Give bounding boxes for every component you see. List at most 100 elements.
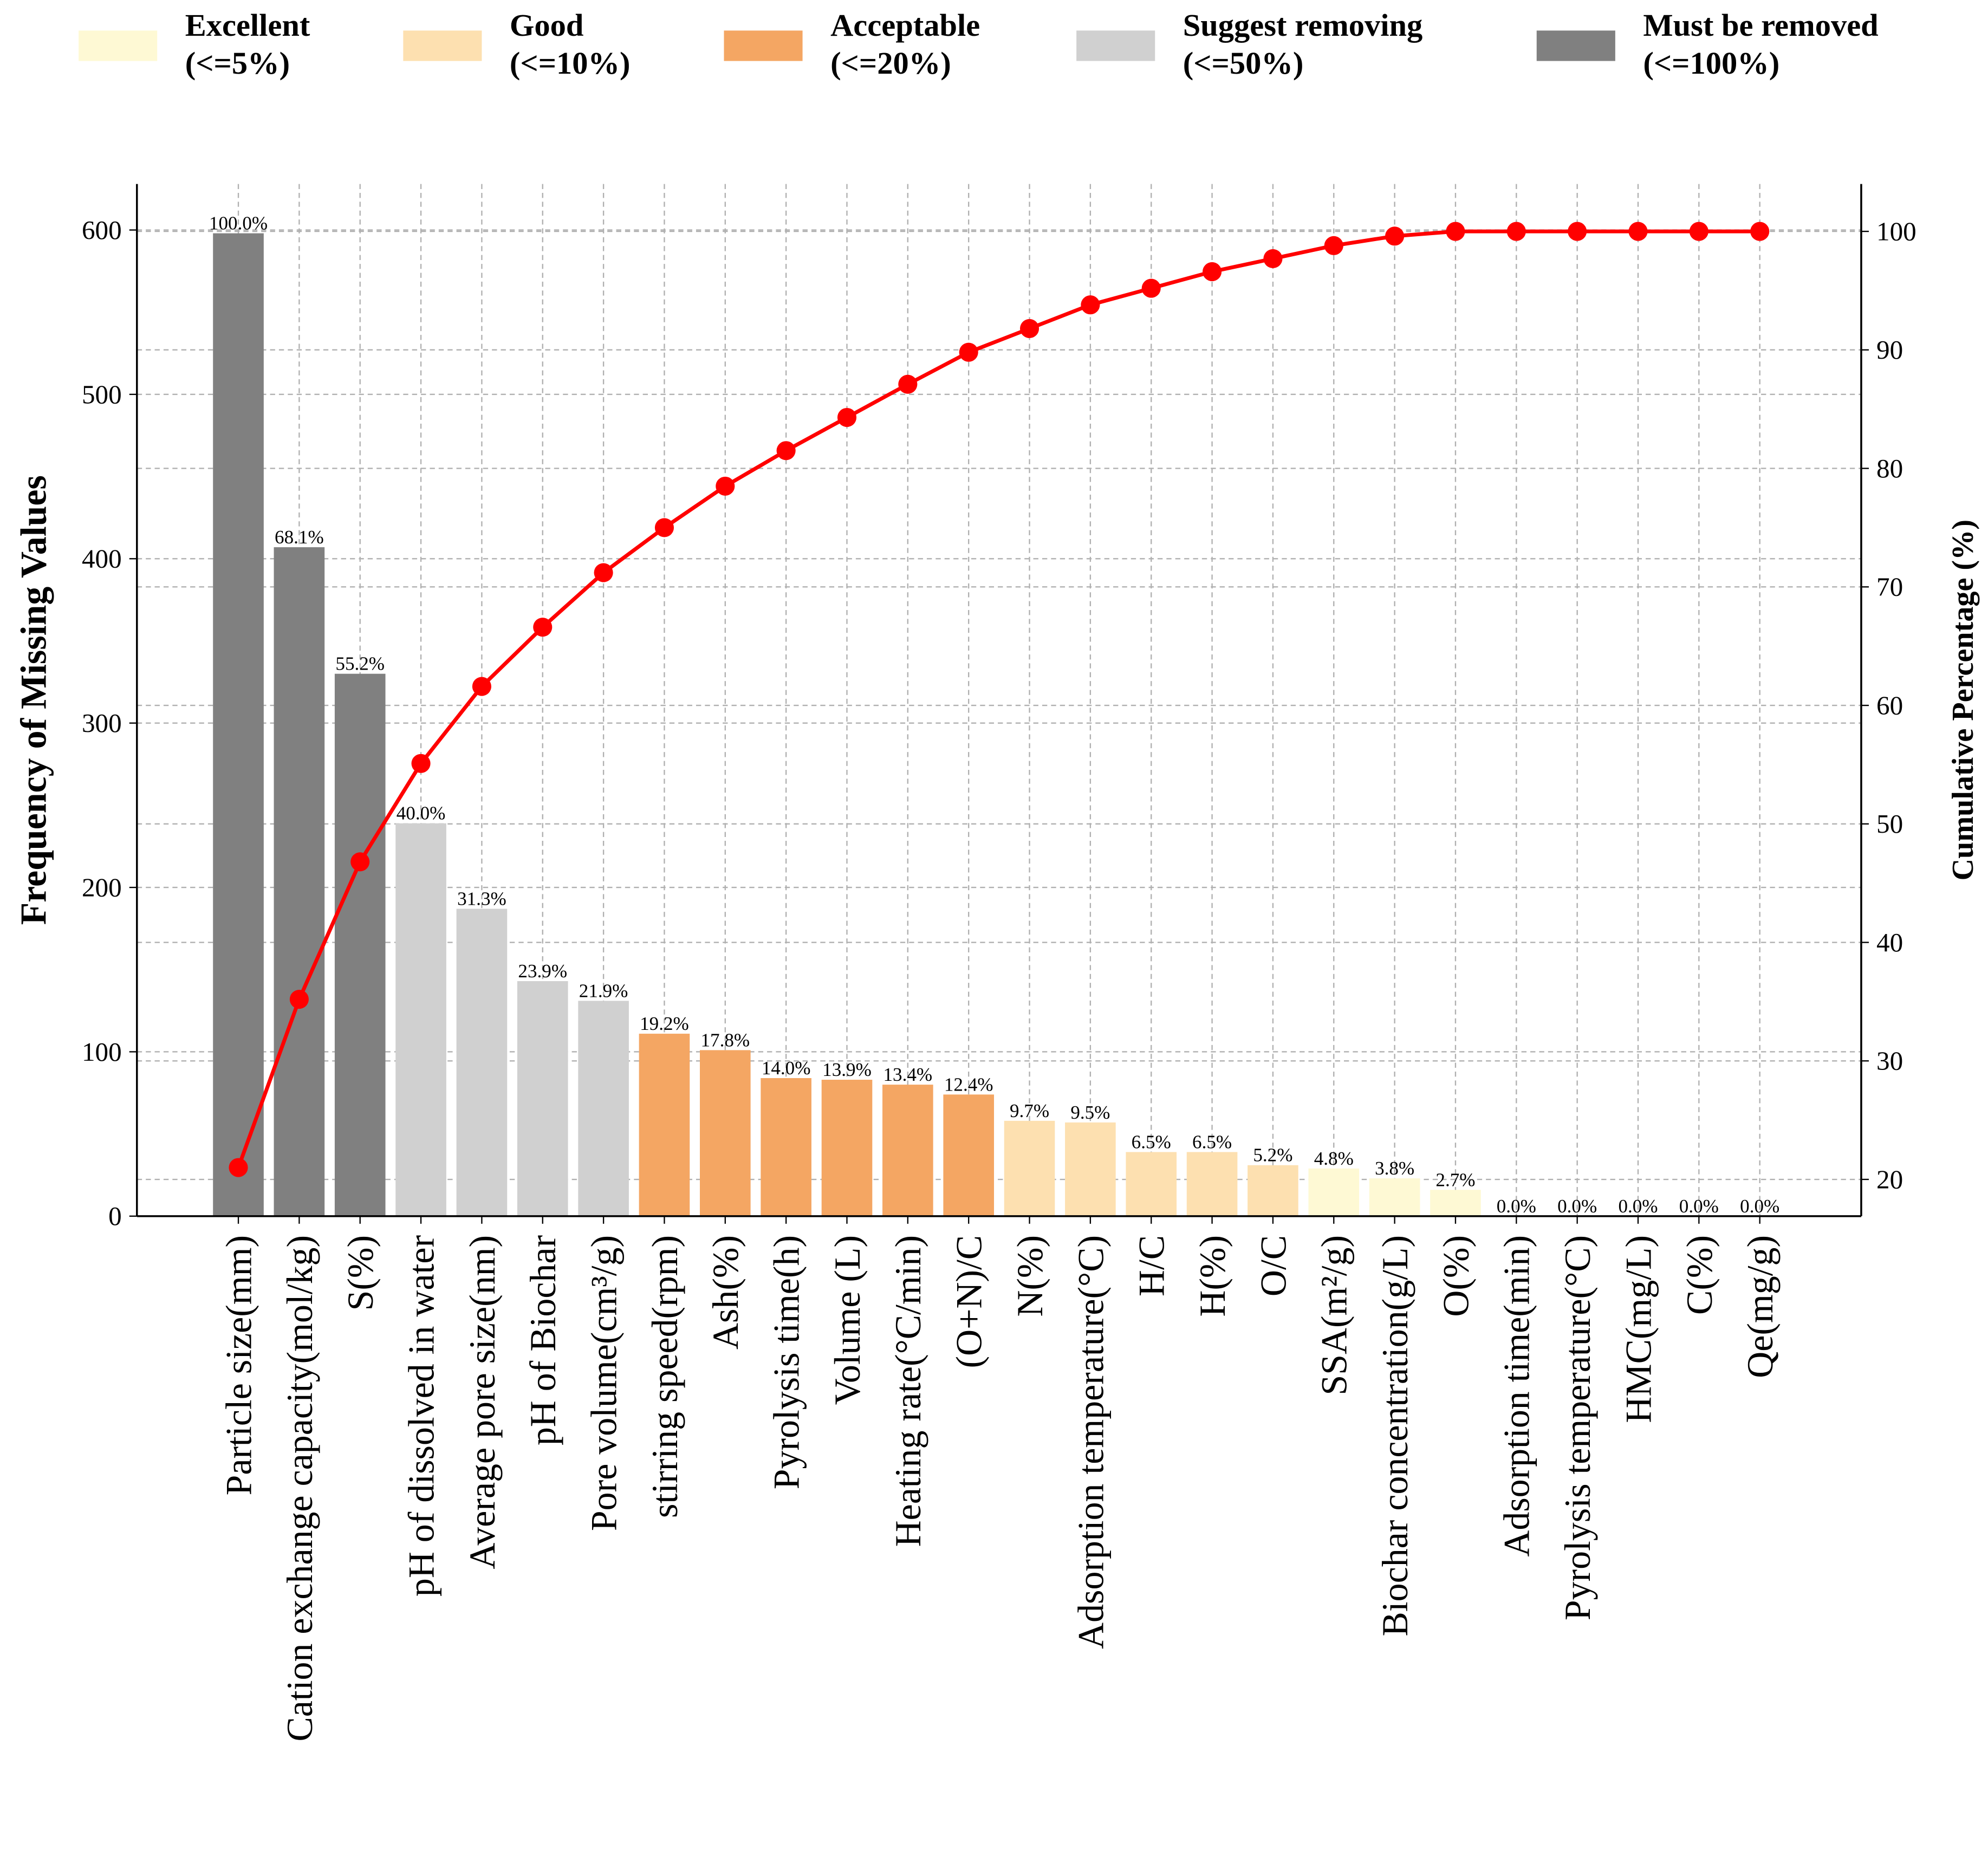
y-tick-label: 0 bbox=[108, 1201, 122, 1231]
cumulative-point bbox=[1689, 222, 1708, 241]
bar bbox=[1065, 1122, 1116, 1216]
bar bbox=[1004, 1120, 1055, 1216]
bar bbox=[1430, 1190, 1481, 1216]
x-tick-label: Qe(mg/g) bbox=[1740, 1235, 1781, 1378]
y-tick-label: 400 bbox=[82, 544, 122, 574]
bar-label: 9.7% bbox=[1010, 1100, 1049, 1121]
cumulative-point bbox=[654, 518, 674, 537]
bar-label: 23.9% bbox=[518, 961, 567, 982]
bar-label: 2.7% bbox=[1435, 1169, 1475, 1190]
bar bbox=[943, 1094, 994, 1216]
x-tick-label: pH of dissolved in water bbox=[401, 1235, 441, 1597]
legend-swatch bbox=[403, 30, 482, 61]
legend-range: (<=5%) bbox=[185, 46, 290, 81]
y2-tick-label: 20 bbox=[1876, 1164, 1903, 1194]
y2-axis-label: Cumulative Percentage (%) bbox=[1946, 520, 1980, 880]
x-tick-label: HMC(mg/L) bbox=[1618, 1235, 1659, 1423]
x-tick-label: Pyrolysis time(h) bbox=[766, 1235, 807, 1489]
cumulative-point bbox=[959, 342, 978, 362]
bar-label: 19.2% bbox=[640, 1013, 689, 1034]
y-tick-label: 600 bbox=[82, 215, 122, 245]
bar-label: 0.0% bbox=[1557, 1196, 1597, 1217]
bar-label: 13.4% bbox=[883, 1064, 933, 1085]
bar-label: 0.0% bbox=[1497, 1196, 1536, 1217]
legend-label: Excellent bbox=[185, 8, 310, 43]
y2-tick-label: 50 bbox=[1876, 809, 1903, 839]
cumulative-point bbox=[1750, 222, 1770, 241]
bar bbox=[1126, 1152, 1177, 1216]
cumulative-point bbox=[1263, 249, 1283, 268]
bar bbox=[395, 823, 446, 1216]
bar-label: 0.0% bbox=[1740, 1196, 1779, 1217]
bar-label: 9.5% bbox=[1070, 1102, 1110, 1123]
bar bbox=[578, 1001, 629, 1216]
cumulative-point bbox=[1628, 222, 1648, 241]
bar-label: 0.0% bbox=[1679, 1196, 1719, 1217]
y-tick-label: 500 bbox=[82, 379, 122, 409]
x-tick-label: O/C bbox=[1253, 1235, 1294, 1296]
y-tick-label: 300 bbox=[82, 708, 122, 738]
x-tick-label: SSA(m²/g) bbox=[1314, 1235, 1355, 1396]
bar bbox=[1308, 1168, 1360, 1216]
bar-label: 40.0% bbox=[397, 803, 446, 824]
legend-swatch bbox=[79, 30, 158, 61]
x-tick-label: H(%) bbox=[1192, 1235, 1233, 1317]
x-tick-label: Pyrolysis temperature(°C) bbox=[1557, 1235, 1598, 1620]
bar-label: 31.3% bbox=[457, 888, 506, 909]
bar bbox=[1186, 1152, 1238, 1216]
cumulative-point bbox=[1081, 295, 1100, 315]
bar-label: 4.8% bbox=[1314, 1148, 1354, 1169]
x-tick-label: stirring speed(rpm) bbox=[645, 1235, 685, 1518]
cumulative-point bbox=[1141, 278, 1161, 298]
bar-label: 6.5% bbox=[1132, 1131, 1171, 1152]
bar-label: 68.1% bbox=[275, 527, 324, 548]
bar-label: 12.4% bbox=[944, 1074, 993, 1095]
cumulative-point bbox=[229, 1158, 248, 1177]
bar-label: 3.8% bbox=[1375, 1158, 1414, 1179]
bar-label: 14.0% bbox=[762, 1058, 811, 1079]
x-tick-label: Adsorption time(min) bbox=[1497, 1235, 1537, 1557]
bar bbox=[821, 1080, 873, 1216]
bar bbox=[213, 233, 264, 1216]
bars: 100.0% 68.1% 55.2% 40.0% 31.3% 23.9% 21.9% 19.2… bbox=[209, 213, 1779, 1217]
cumulative-line bbox=[229, 222, 1770, 1177]
bar bbox=[1248, 1165, 1298, 1216]
cumulative-point bbox=[411, 754, 431, 773]
y-axis-label: Frequency of Missing Values bbox=[13, 475, 54, 925]
legend-label: Must be removed bbox=[1643, 8, 1878, 43]
legend-label: Suggest removing bbox=[1183, 8, 1423, 43]
x-tick-label: Volume (L) bbox=[827, 1235, 868, 1405]
x-tick-label: Adsorption temperature(°C) bbox=[1070, 1235, 1111, 1649]
bar-label: 21.9% bbox=[579, 980, 628, 1001]
legend-range: (<=20%) bbox=[830, 46, 951, 81]
bar bbox=[699, 1050, 751, 1216]
x-tick-label: Cation exchange capacity(mol/kg) bbox=[280, 1235, 320, 1742]
x-tick-label: O(%) bbox=[1435, 1235, 1476, 1317]
cumulative-polyline bbox=[236, 229, 1760, 1169]
cumulative-point bbox=[289, 989, 309, 1009]
legend-swatch bbox=[1536, 30, 1615, 61]
x-tick-label: H/C bbox=[1132, 1235, 1172, 1296]
x-tick-label: (O+N)/C bbox=[949, 1235, 990, 1368]
cumulative-point bbox=[533, 618, 553, 637]
y2-tick-label: 30 bbox=[1876, 1046, 1903, 1076]
y2-tick-label: 60 bbox=[1876, 690, 1903, 720]
cumulative-point bbox=[1506, 222, 1526, 241]
legend-label: Good bbox=[510, 8, 584, 43]
bar bbox=[1369, 1178, 1420, 1216]
axes: 0 100 200 300 400 500 600 20 30 40 50 60 70 80 90 100 Pa… bbox=[82, 184, 1916, 1742]
bar bbox=[882, 1085, 933, 1216]
cumulative-point bbox=[594, 563, 613, 582]
legend-range: (<=10%) bbox=[510, 46, 631, 81]
y2-tick-label: 70 bbox=[1876, 572, 1903, 602]
cumulative-point bbox=[898, 374, 918, 394]
x-tick-label: C(%) bbox=[1679, 1235, 1720, 1315]
cumulative-point bbox=[1568, 222, 1587, 241]
bar-label: 13.9% bbox=[822, 1059, 872, 1080]
bar-label: 55.2% bbox=[335, 653, 385, 674]
bar-label: 6.5% bbox=[1192, 1131, 1232, 1152]
legend: Excellent(<=5%) Good(<=10%) Acceptable(<=2… bbox=[79, 8, 1879, 81]
legend-swatch bbox=[724, 30, 803, 61]
y2-tick-label: 90 bbox=[1876, 335, 1903, 365]
